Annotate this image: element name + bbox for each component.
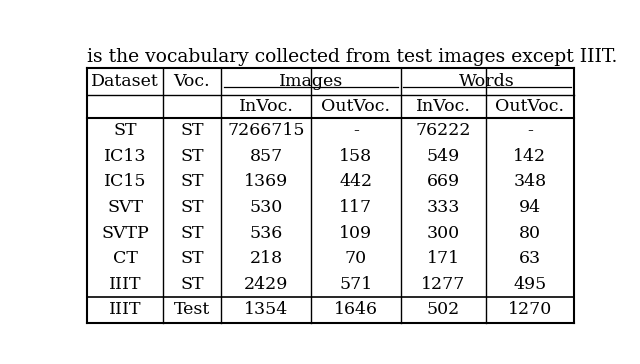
Text: 348: 348 [513,173,547,190]
Text: Words: Words [460,73,515,90]
Text: CT: CT [113,250,138,267]
Text: 142: 142 [513,148,547,165]
Text: IIIT: IIIT [109,301,141,318]
Text: ST: ST [180,225,204,242]
Text: Dataset: Dataset [92,73,159,90]
Text: 442: 442 [339,173,372,190]
Text: 1369: 1369 [244,173,288,190]
Text: Voc.: Voc. [173,73,211,90]
Text: IIIT: IIIT [109,276,141,293]
Text: SVTP: SVTP [101,225,149,242]
Text: -: - [353,122,359,139]
Text: 1354: 1354 [244,301,288,318]
Text: 2429: 2429 [244,276,288,293]
Text: ST: ST [180,250,204,267]
Text: 1646: 1646 [334,301,378,318]
Text: 218: 218 [250,250,283,267]
Text: 63: 63 [518,250,541,267]
Text: 94: 94 [518,199,541,216]
Text: is the vocabulary collected from test images except IIIT.: is the vocabulary collected from test im… [88,48,618,66]
Text: 171: 171 [427,250,460,267]
Text: ST: ST [180,148,204,165]
Text: ST: ST [180,173,204,190]
Text: OutVoc.: OutVoc. [321,98,390,115]
Text: OutVoc.: OutVoc. [495,98,564,115]
Text: 7266715: 7266715 [227,122,305,139]
Text: -: - [527,122,532,139]
Text: 76222: 76222 [416,122,471,139]
Text: 333: 333 [427,199,460,216]
Text: InVoc.: InVoc. [239,98,294,115]
Text: 571: 571 [339,276,372,293]
Text: 70: 70 [345,250,367,267]
Text: 857: 857 [250,148,283,165]
Text: 109: 109 [339,225,372,242]
Text: InVoc.: InVoc. [416,98,471,115]
Text: 117: 117 [339,199,372,216]
Text: ST: ST [113,122,137,139]
Text: Test: Test [174,301,210,318]
Text: SVT: SVT [107,199,143,216]
Text: 495: 495 [513,276,547,293]
Text: 158: 158 [339,148,372,165]
Text: IC15: IC15 [104,173,147,190]
Text: 530: 530 [250,199,283,216]
Text: ST: ST [180,122,204,139]
Text: 669: 669 [427,173,460,190]
Text: ST: ST [180,199,204,216]
Text: ST: ST [180,276,204,293]
Text: 536: 536 [250,225,283,242]
Text: 502: 502 [427,301,460,318]
Text: 549: 549 [427,148,460,165]
Text: 1277: 1277 [421,276,466,293]
Text: 300: 300 [427,225,460,242]
Text: 1270: 1270 [508,301,552,318]
Text: Images: Images [279,73,343,90]
Text: IC13: IC13 [104,148,147,165]
Text: 80: 80 [519,225,541,242]
